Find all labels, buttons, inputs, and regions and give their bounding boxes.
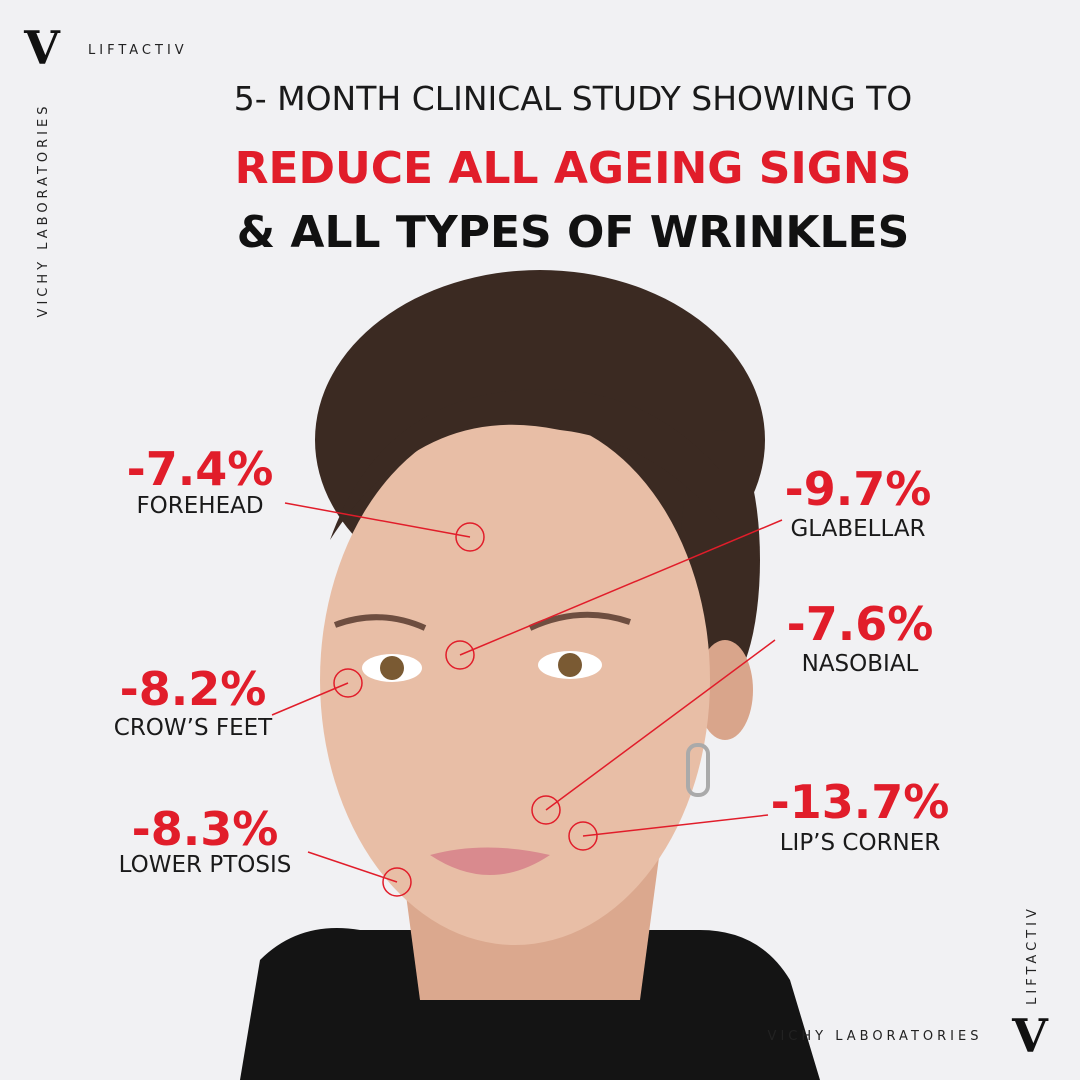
callout-label: GLABELLAR xyxy=(790,516,925,542)
callout-value: -8.3% xyxy=(132,802,279,856)
callout-value: -7.4% xyxy=(127,442,274,496)
footer-logo: V xyxy=(1011,1009,1049,1063)
callout-value: -9.7% xyxy=(785,462,932,516)
pointer-dot xyxy=(333,668,363,698)
pointer-line xyxy=(582,814,769,837)
pointer-dot xyxy=(455,522,485,552)
callout-value: -7.6% xyxy=(787,597,934,651)
pointer-line xyxy=(545,639,776,811)
pointer-dot xyxy=(382,867,412,897)
callouts: -7.4%FOREHEAD -9.7%GLABELLAR -8.2%CROW’S F… xyxy=(114,442,950,897)
pointer-line xyxy=(307,851,398,883)
callout-label: LIP’S CORNER xyxy=(780,830,941,856)
brand-name: LIFTACTIV xyxy=(88,43,188,58)
headline-line3: & ALL TYPES OF WRINKLES xyxy=(237,207,910,258)
footer-side: LIFTACTIV xyxy=(1025,905,1040,1005)
logo: V xyxy=(23,21,61,75)
side-brand: VICHY LABORATORIES xyxy=(36,103,51,318)
pointer-dot xyxy=(531,795,561,825)
pointer-line xyxy=(284,502,471,538)
callout-value: -8.2% xyxy=(120,662,267,716)
pointer-line xyxy=(459,519,783,656)
pointer-dot xyxy=(568,821,598,851)
pointer-dot xyxy=(445,640,475,670)
headline-line1: 5- MONTH CLINICAL STUDY SHOWING TO xyxy=(234,79,913,118)
callout-value: -13.7% xyxy=(771,775,950,829)
callout-label: LOWER PTOSIS xyxy=(119,852,292,878)
footer-brand: VICHY LABORATORIES xyxy=(768,1029,983,1044)
callout-label: CROW’S FEET xyxy=(114,715,273,741)
callout-label: NASOBIAL xyxy=(802,651,919,677)
portrait xyxy=(240,270,820,1080)
callout-label: FOREHEAD xyxy=(136,493,263,519)
headline-line2: REDUCE ALL AGEING SIGNS xyxy=(235,143,912,194)
